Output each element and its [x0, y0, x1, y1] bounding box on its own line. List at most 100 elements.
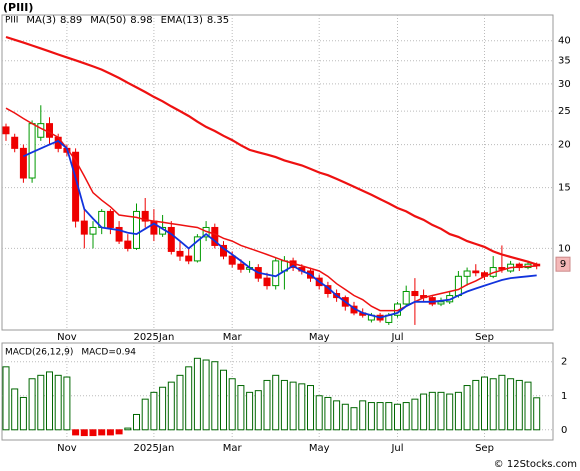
candle-body — [19, 147, 27, 179]
macd-bar — [359, 400, 367, 431]
candle-body — [46, 123, 53, 138]
macd-bar — [420, 393, 428, 431]
macd-bar — [428, 391, 436, 431]
x-tick-label: Mar — [223, 443, 243, 454]
x-tick-label: May — [309, 443, 330, 454]
macd-bar — [115, 429, 123, 435]
macd-bar — [150, 391, 158, 431]
legend-name: MA(3) — [26, 15, 56, 26]
macd-bar — [220, 369, 227, 431]
candle-body — [211, 226, 219, 246]
x-tick-label: May — [309, 332, 330, 343]
macd-bar — [263, 379, 271, 431]
price-marker-box — [555, 256, 571, 272]
macd-bar — [376, 402, 384, 431]
macd-bar — [272, 374, 280, 431]
y-tick-label: 20 — [558, 140, 571, 151]
macd-bar — [80, 429, 88, 437]
candle-body — [115, 226, 123, 242]
x-tick-label: 2025Jan — [133, 332, 174, 343]
macd-bar — [37, 374, 45, 431]
macd-bar — [185, 366, 193, 431]
macd-bar — [89, 429, 97, 437]
candle-body — [498, 267, 506, 270]
y-tick-label: 25 — [558, 106, 571, 117]
candle-body — [454, 275, 462, 297]
macd-bar — [246, 391, 254, 431]
y-tick-label: 2 — [561, 357, 567, 368]
candle-body — [167, 226, 175, 252]
legend-ticker: PIII — [5, 16, 18, 26]
candle-body — [11, 136, 19, 149]
macd-bar — [481, 376, 488, 431]
candle-body — [89, 226, 97, 235]
macd-bar — [394, 403, 401, 431]
x-tick-label: Mar — [223, 332, 243, 343]
candle-body — [80, 220, 88, 235]
macd-bar — [333, 400, 341, 431]
candle-body — [263, 277, 271, 287]
macd-bar — [463, 385, 471, 431]
candle-body — [228, 255, 236, 265]
macd-bar — [498, 374, 506, 431]
macd-bar — [133, 413, 140, 431]
macd-bar — [446, 393, 454, 431]
candle-body — [141, 210, 149, 222]
macd-bar — [437, 391, 445, 431]
candle-body — [37, 123, 45, 138]
macd-bar — [167, 381, 175, 431]
macd-bar — [507, 378, 515, 431]
macd-bar — [176, 374, 184, 431]
candle-body — [402, 290, 410, 305]
macd-bar — [385, 402, 393, 431]
y-tick-label: 10 — [558, 243, 571, 254]
macd-bar — [237, 385, 245, 431]
macd-bar — [489, 378, 497, 431]
candle-body — [237, 263, 245, 270]
x-tick-label: Jul — [390, 443, 403, 454]
macd-bar — [298, 383, 306, 431]
macd-bar — [350, 407, 358, 431]
macd-bar — [72, 429, 80, 436]
candle-body — [272, 260, 280, 287]
watermark: © 12Stocks.com — [494, 459, 577, 470]
macd-bar — [124, 427, 132, 431]
x-tick-label: Sep — [475, 443, 494, 454]
candle-body — [185, 255, 193, 262]
chart-title: (PIII) — [3, 1, 33, 14]
macd-bar — [46, 371, 53, 431]
y-tick-label: 30 — [558, 79, 571, 90]
macd-bar — [307, 385, 314, 431]
candle-body — [472, 270, 480, 274]
candle-body — [106, 210, 114, 228]
macd-bar — [341, 403, 349, 431]
candle-body — [193, 236, 201, 262]
macd-bar — [315, 395, 323, 431]
macd-bar — [324, 396, 332, 431]
macd-bar — [98, 429, 106, 436]
macd-bar — [11, 388, 19, 431]
y-tick-label: 0 — [561, 425, 567, 436]
legend-value: 8.35 — [207, 15, 229, 26]
macd-bar — [211, 361, 219, 431]
macd-bar — [254, 390, 262, 431]
candle-body — [437, 301, 445, 305]
legend-value: 8.89 — [60, 15, 82, 26]
macd-bar — [2, 366, 10, 431]
ma-line — [5, 35, 538, 266]
legend-name: MA(50) — [90, 15, 126, 26]
candle-body — [133, 210, 140, 249]
legend-name: EMA(13) — [161, 15, 203, 26]
panel-title: MACD(26,12,9) — [5, 348, 73, 358]
y-tick-label: 15 — [558, 183, 571, 194]
macd-bar — [280, 379, 288, 431]
candle-body — [2, 126, 10, 135]
candle-body — [411, 290, 419, 297]
ma-line — [5, 107, 537, 312]
ma-line — [23, 139, 537, 319]
candle-body — [124, 240, 132, 249]
macd-bar — [28, 378, 36, 431]
macd-bar — [54, 374, 62, 431]
macd-bar — [141, 398, 149, 431]
